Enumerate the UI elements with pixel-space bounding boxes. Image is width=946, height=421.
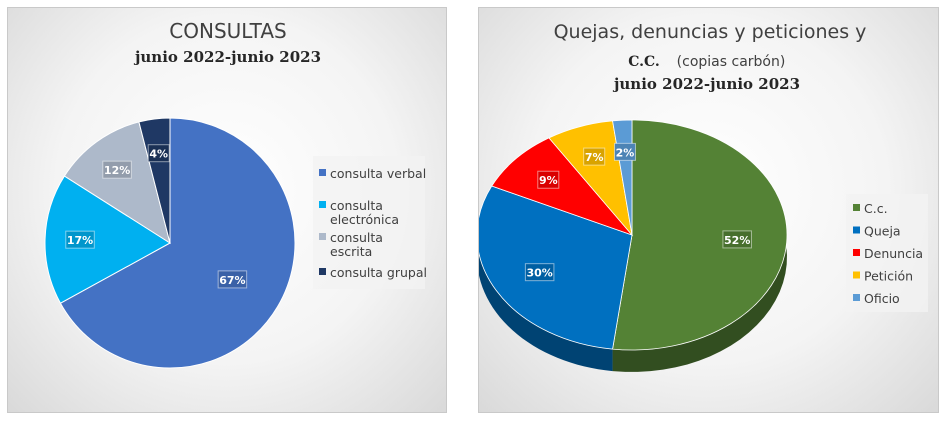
chart2-label-denuncia: 9% xyxy=(539,174,558,187)
chart2-label-denuncia-bg xyxy=(537,170,560,189)
chart2-legend-swatch-queja xyxy=(853,226,860,234)
chart1-legend-label-consulta-electronica: consulta xyxy=(330,198,383,213)
chart2-legend-label-queja: Queja xyxy=(864,224,901,239)
chart1-slice-consulta-escrita xyxy=(63,121,171,245)
chart1-title: CONSULTAS xyxy=(169,19,286,43)
chart2-legend-swatch-denuncia xyxy=(853,249,860,256)
chart1-legend-label-consulta-escrita-line2: escrita xyxy=(330,244,372,259)
chart2-legend-label-c-c: C.c. xyxy=(864,201,888,216)
chart2-legend-label-denuncia: Denuncia xyxy=(864,246,923,261)
chart2-side-queja xyxy=(479,186,613,372)
chart2-label-c-c: 52% xyxy=(724,234,750,247)
chart2-label-queja: 30% xyxy=(526,267,552,280)
chart1-legend-box xyxy=(313,156,425,289)
chart2-slice-c-c xyxy=(612,119,788,351)
chart2-slice-queja xyxy=(479,185,633,350)
chart2-subtitle-cc: C.C. xyxy=(628,54,660,70)
quejas-pie-chart: Quejas, denuncias y peticiones y C.C. (c… xyxy=(479,21,928,372)
chart1-label-consulta-electronica: 17% xyxy=(67,234,93,247)
chart2-legend-swatch-oficio xyxy=(853,294,860,301)
chart2-label-c-c-bg xyxy=(722,230,752,249)
chart1-slice-consulta-verbal xyxy=(59,117,296,369)
quejas-chart-panel: Quejas, denuncias y peticiones y C.C. (c… xyxy=(478,7,939,413)
chart1-label-consulta-grupal: 4% xyxy=(149,148,168,161)
consultas-chart-panel: CONSULTAS junio 2022-junio 2023 67% 17% 12… xyxy=(7,7,447,413)
chart1-label-consulta-escrita: 12% xyxy=(104,164,130,177)
chart2-subtitle-note: (copias carbón) xyxy=(677,54,786,70)
chart2-label-queja-bg xyxy=(524,263,555,282)
chart1-legend-label-consulta-verbal: consulta verbal xyxy=(330,166,426,181)
chart2-label-oficio: 2% xyxy=(616,146,635,159)
chart2-legend-swatch-peticion xyxy=(853,271,860,279)
chart1-label-consulta-electronica-bg xyxy=(65,230,95,249)
chart1-label-consulta-verbal: 67% xyxy=(219,274,245,287)
chart1-legend-swatch-consulta-verbal xyxy=(319,169,326,176)
chart1-label-consulta-verbal-bg xyxy=(217,270,248,289)
chart1-slice-consulta-electronica xyxy=(44,175,171,304)
chart1-legend-swatch-consulta-grupal xyxy=(319,268,326,275)
chart1-legend-label-consulta-electronica-line2: electrónica xyxy=(330,212,399,227)
chart1-legend-swatch-consulta-escrita xyxy=(319,233,326,240)
chart1-legend-swatch-consulta-electronica xyxy=(319,201,326,208)
chart2-legend-swatch-c-c xyxy=(853,204,860,211)
chart2-title: Quejas, denuncias y peticiones y xyxy=(554,21,867,43)
consultas-pie-chart: CONSULTAS junio 2022-junio 2023 67% 17% 12… xyxy=(44,19,427,369)
chart2-legend-label-oficio: Oficio xyxy=(864,291,900,306)
chart2-label-oficio-bg xyxy=(613,142,636,161)
chart2-slice-denuncia xyxy=(491,137,634,236)
chart1-legend-label-consulta-grupal: consulta grupal xyxy=(330,265,427,280)
chart1-legend-label-consulta-escrita: consulta xyxy=(330,230,383,245)
chart2-label-peticion: 7% xyxy=(585,151,604,164)
chart2-subtitle: junio 2022-junio 2023 xyxy=(612,75,800,93)
chart2-legend-label-peticion: Petición xyxy=(864,269,913,284)
chart2-label-peticion-bg xyxy=(583,147,606,166)
chart1-label-consulta-escrita-bg xyxy=(102,160,132,179)
chart1-subtitle: junio 2022-junio 2023 xyxy=(133,48,321,66)
chart1-label-consulta-grupal-bg xyxy=(147,144,170,163)
